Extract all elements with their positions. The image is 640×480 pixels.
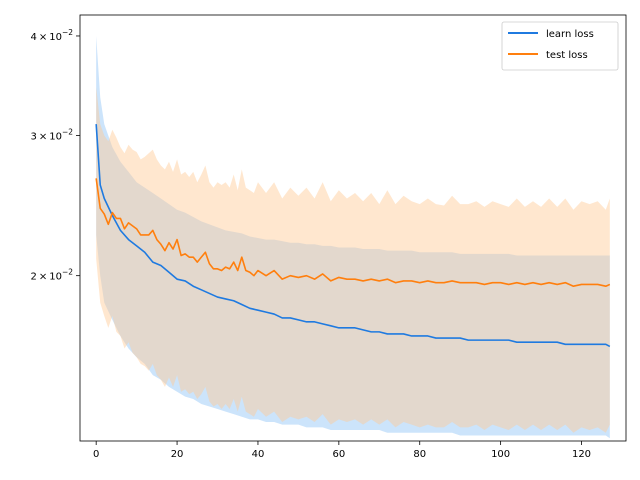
y-tick-label: 2 × 10−2 <box>30 268 73 283</box>
x-tick-label: 20 <box>171 449 184 460</box>
series-lines <box>95 124 611 348</box>
legend-label-learn-loss: learn loss <box>546 29 594 40</box>
confidence-bands <box>96 35 610 439</box>
x-tick-label: 0 <box>93 449 99 460</box>
x-tick-label: 120 <box>572 449 591 460</box>
band-learn-loss <box>96 35 610 439</box>
y-tick-label: 4 × 10−2 <box>30 28 73 43</box>
x-tick-label: 40 <box>252 449 265 460</box>
line-learn-loss <box>95 124 611 348</box>
legend: learn loss test loss <box>501 21 619 71</box>
x-tick-label: 60 <box>332 449 345 460</box>
band-test-loss <box>96 87 610 433</box>
legend-label-test-loss: test loss <box>546 50 588 61</box>
y-axis-ticks: 2 × 10−2 3 × 10−2 4 × 10−2 <box>30 28 80 283</box>
y-tick-label: 3 × 10−2 <box>30 127 73 142</box>
plot-frame <box>79 14 627 442</box>
x-tick-label: 80 <box>413 449 426 460</box>
x-tick-label: 100 <box>491 449 510 460</box>
x-axis-ticks: 0 20 40 60 80 100 120 <box>93 441 591 460</box>
line-test-loss <box>95 178 611 288</box>
